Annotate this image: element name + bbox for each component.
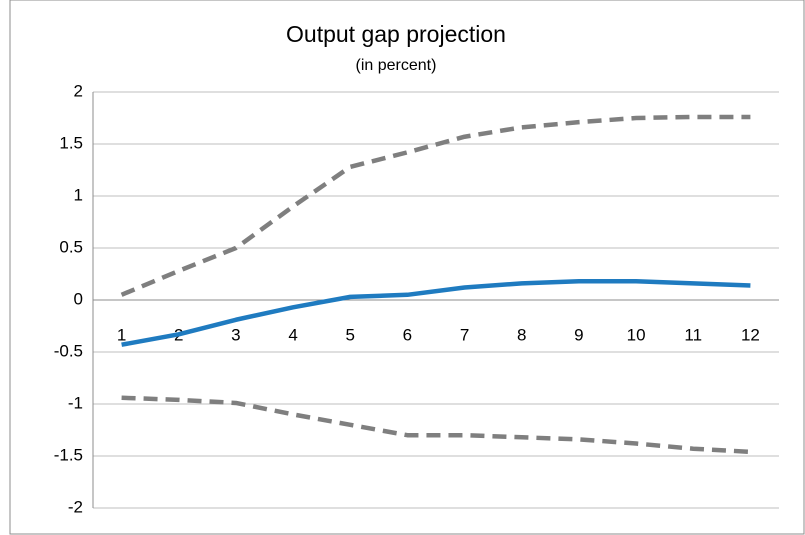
- y-tick-label: 0.5: [59, 237, 83, 256]
- y-tick-label: -2: [68, 497, 83, 516]
- y-tick-label: 1: [74, 185, 83, 204]
- x-tick-label: 5: [346, 325, 355, 344]
- x-tick-label: 1: [117, 325, 126, 344]
- x-tick-label: 9: [574, 325, 583, 344]
- x-tick-label: 6: [403, 325, 412, 344]
- x-tick-label: 11: [684, 325, 702, 344]
- chart-title: Output gap projection: [286, 21, 506, 47]
- y-tick-label: 0: [74, 289, 83, 308]
- x-tick-label: 10: [627, 325, 646, 344]
- chart-border: [9, 0, 805, 535]
- x-tick-label: 3: [231, 325, 240, 344]
- x-tick-label: 4: [288, 325, 297, 344]
- y-tick-label: -1: [68, 393, 83, 412]
- y-tick-label: -1.5: [54, 445, 83, 464]
- x-tick-label: 7: [460, 325, 469, 344]
- data-line: [121, 395, 751, 455]
- chart-subtitle: (in percent): [356, 57, 437, 74]
- data-line: [120, 114, 751, 297]
- y-tick-label: 1.5: [59, 133, 83, 152]
- x-tick-label: 8: [517, 325, 526, 344]
- x-tick-label: 12: [741, 325, 760, 344]
- data-line: [121, 279, 751, 347]
- y-tick-label: -0.5: [54, 341, 83, 360]
- y-tick-label: 2: [74, 81, 83, 100]
